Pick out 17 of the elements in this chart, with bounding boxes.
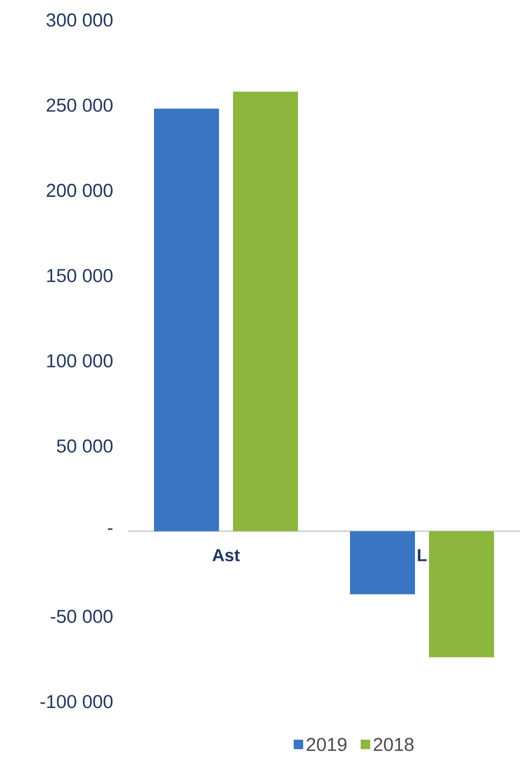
legend-label: 2019 xyxy=(306,738,346,752)
y-tick-label: 100 000 xyxy=(47,354,113,368)
x-tick-label: Ast xyxy=(212,549,240,562)
y-tick-label: 150 000 xyxy=(47,268,113,282)
x-tick-label: L xyxy=(418,549,427,562)
y-tick-label: 200 000 xyxy=(46,184,113,198)
y-tick-label: -100 000 xyxy=(40,694,113,708)
legend-label: 2018 xyxy=(374,738,414,752)
y-tick-label: 50 000 xyxy=(56,439,113,453)
bar xyxy=(154,108,219,532)
y-tick-label: 250 000 xyxy=(46,98,113,112)
bar xyxy=(428,531,494,658)
y-tick-label: - xyxy=(108,528,112,530)
y-tick-label: 300 000 xyxy=(46,13,113,27)
y-tick-label: -50 000 xyxy=(50,610,113,624)
bar xyxy=(232,92,298,532)
bar xyxy=(350,531,415,594)
